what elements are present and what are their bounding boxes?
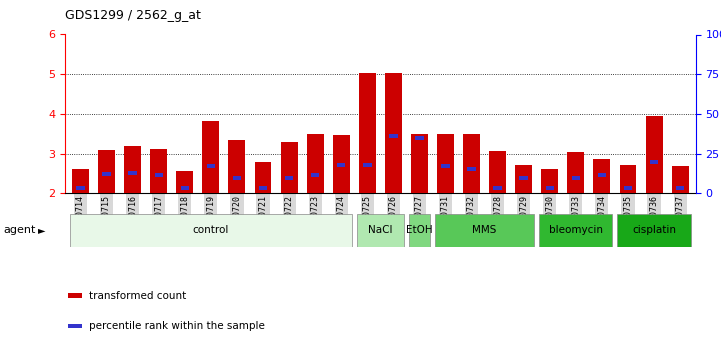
Bar bbox=[150, 149, 167, 193]
Text: NaCl: NaCl bbox=[368, 225, 392, 235]
Bar bbox=[567, 151, 584, 193]
Text: bleomycin: bleomycin bbox=[549, 225, 603, 235]
Bar bbox=[102, 172, 111, 176]
Bar bbox=[68, 293, 82, 298]
Bar bbox=[617, 214, 691, 247]
Bar bbox=[519, 176, 528, 180]
Bar bbox=[207, 164, 215, 168]
Text: transformed count: transformed count bbox=[89, 291, 186, 300]
Bar bbox=[672, 166, 689, 193]
Bar bbox=[72, 169, 89, 193]
Bar bbox=[489, 151, 506, 193]
Bar bbox=[598, 173, 606, 177]
Text: MMS: MMS bbox=[472, 225, 497, 235]
Bar bbox=[619, 165, 637, 193]
Bar bbox=[539, 214, 612, 247]
Bar bbox=[285, 176, 293, 180]
Text: cisplatin: cisplatin bbox=[632, 225, 676, 235]
Bar bbox=[389, 134, 397, 138]
Bar bbox=[650, 160, 658, 164]
Bar bbox=[541, 169, 558, 193]
Bar bbox=[572, 176, 580, 180]
Bar bbox=[337, 164, 345, 167]
Bar bbox=[385, 73, 402, 193]
Bar bbox=[128, 171, 137, 175]
Text: GDS1299 / 2562_g_at: GDS1299 / 2562_g_at bbox=[65, 9, 200, 22]
Bar bbox=[409, 214, 430, 247]
Bar bbox=[357, 214, 404, 247]
Bar bbox=[493, 186, 502, 190]
Bar bbox=[624, 186, 632, 190]
Bar bbox=[68, 324, 82, 328]
Text: EtOH: EtOH bbox=[406, 225, 433, 235]
Bar bbox=[437, 135, 454, 193]
Bar bbox=[154, 173, 163, 177]
Bar bbox=[233, 176, 242, 180]
Bar bbox=[411, 135, 428, 193]
Text: percentile rank within the sample: percentile rank within the sample bbox=[89, 321, 265, 331]
Bar bbox=[676, 186, 684, 190]
Bar bbox=[124, 146, 141, 193]
Text: ►: ► bbox=[37, 225, 45, 235]
Bar bbox=[516, 165, 532, 193]
Bar bbox=[546, 186, 554, 190]
Bar bbox=[441, 164, 450, 168]
Text: agent: agent bbox=[4, 225, 36, 235]
Bar bbox=[415, 137, 424, 140]
Bar bbox=[467, 167, 476, 170]
Bar bbox=[177, 171, 193, 193]
Bar bbox=[280, 142, 298, 193]
Bar bbox=[363, 164, 371, 167]
Bar bbox=[255, 162, 272, 193]
Bar bbox=[70, 214, 352, 247]
Bar bbox=[203, 121, 219, 193]
Bar bbox=[311, 173, 319, 177]
Bar bbox=[333, 135, 350, 193]
Bar bbox=[180, 186, 189, 190]
Bar bbox=[76, 186, 85, 190]
Bar bbox=[593, 159, 611, 193]
Bar bbox=[435, 214, 534, 247]
Bar bbox=[98, 150, 115, 193]
Bar bbox=[306, 134, 324, 193]
Bar bbox=[359, 73, 376, 193]
Bar bbox=[229, 140, 245, 193]
Bar bbox=[463, 134, 480, 193]
Bar bbox=[645, 116, 663, 193]
Bar bbox=[259, 186, 267, 190]
Text: control: control bbox=[193, 225, 229, 235]
